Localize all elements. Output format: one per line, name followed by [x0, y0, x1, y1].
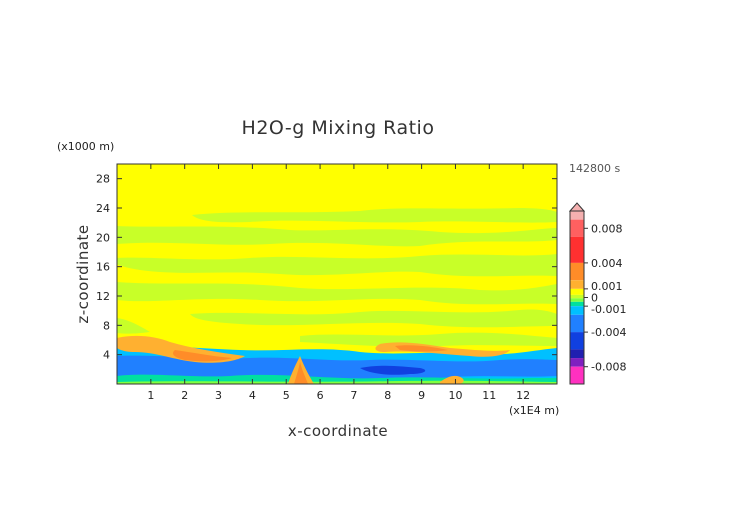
y-tick-label: 16 — [96, 261, 110, 274]
y-unit-label: (x1000 m) — [57, 140, 114, 153]
x-tick-label: 5 — [283, 389, 290, 402]
green-band-4 — [117, 282, 557, 305]
y-tick-label: 4 — [103, 349, 110, 362]
x-tick-label: 9 — [418, 389, 425, 402]
x-tick-label: 2 — [181, 389, 188, 402]
x-tick-label: 3 — [215, 389, 222, 402]
green-band-top — [192, 208, 557, 223]
colorbar-band — [570, 262, 584, 281]
colorbar-tick-label: 0 — [591, 292, 598, 305]
orange-ridge-right-core — [395, 345, 448, 352]
orange-ridge-left-core — [173, 350, 232, 362]
colorbar-arrow — [568, 202, 586, 212]
y-tick-label: 8 — [103, 319, 110, 332]
colorbar-tick-label: -0.008 — [591, 361, 626, 374]
colorbar-band — [570, 332, 584, 350]
colorbar — [568, 202, 586, 385]
dark-blue-pocket — [360, 365, 426, 375]
colorbar-band — [570, 298, 584, 302]
y-tick-label: 28 — [96, 173, 110, 186]
green-band-3 — [117, 254, 557, 277]
y-tick-label: 24 — [96, 202, 110, 215]
x-axis-ticks: 1 2 3 4 5 6 7 8 9 10 11 12 — [147, 164, 530, 402]
time-label: 142800 s — [569, 162, 620, 175]
colorbar-band — [570, 349, 584, 359]
colorbar-band — [570, 211, 584, 220]
chart-title: H2O-g Mixing Ratio — [242, 117, 435, 139]
x-tick-label: 10 — [448, 389, 462, 402]
green-bands — [117, 208, 557, 347]
colorbar-band — [570, 301, 584, 307]
right-bottom-orange — [440, 375, 464, 384]
colorbar-band — [570, 306, 584, 315]
x-tick-label: 8 — [384, 389, 391, 402]
colorbar-band — [570, 294, 584, 299]
plot-area — [116, 163, 558, 385]
green-band-2 — [117, 226, 557, 247]
y-axis-label: z-coordinate — [74, 224, 92, 323]
blue-layer — [117, 355, 557, 381]
colorbar-tick-label: -0.001 — [591, 303, 626, 316]
colorbar-tick-label: 0.001 — [591, 280, 623, 293]
colorbar-band — [570, 219, 584, 237]
x-tick-label: 4 — [249, 389, 256, 402]
plot-frame — [116, 163, 558, 385]
colorbar-band — [570, 288, 584, 295]
y-axis-ticks: 4 8 12 16 20 24 28 — [96, 173, 557, 362]
x-tick-label: 11 — [482, 389, 496, 402]
x-tick-label: 12 — [516, 389, 530, 402]
colorbar-band — [570, 358, 584, 367]
colorbar-band — [570, 314, 584, 333]
colorbar-band — [570, 366, 584, 384]
x-axis-label: x-coordinate — [288, 422, 388, 440]
green-band-6 — [117, 318, 150, 334]
x-tick-label: 7 — [350, 389, 357, 402]
x-tick-label: 1 — [147, 389, 154, 402]
y-tick-label: 12 — [96, 290, 110, 303]
x-unit-label: (x1E4 m) — [509, 404, 559, 417]
orange-ridges — [117, 335, 510, 384]
green-band-7 — [300, 332, 557, 347]
colorbar-band — [570, 236, 584, 263]
green-band-5 — [190, 309, 557, 328]
colorbar-band — [570, 280, 584, 289]
colorbar-tick-label: -0.004 — [591, 326, 626, 339]
x-tick-label: 6 — [317, 389, 324, 402]
y-tick-label: 20 — [96, 231, 110, 244]
colorbar-tick-label: 0.008 — [591, 222, 623, 235]
colorbar-tick-label: 0.004 — [591, 257, 623, 270]
central-peak-core — [294, 362, 308, 384]
